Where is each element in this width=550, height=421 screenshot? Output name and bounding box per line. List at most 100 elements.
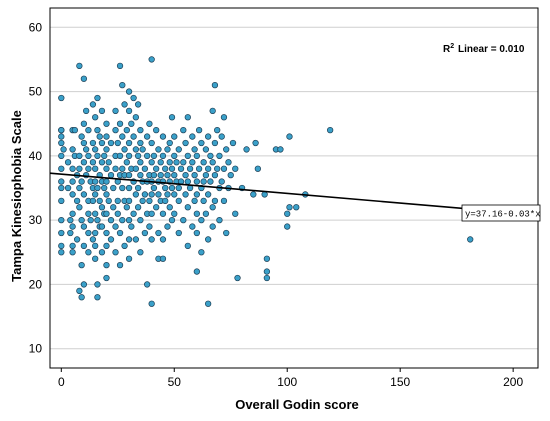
data-point: [146, 120, 153, 127]
data-point: [207, 152, 214, 160]
y-tick-labels: 10 20 30 40 50 60: [29, 20, 43, 355]
data-point: [94, 94, 101, 102]
data-point: [98, 159, 106, 166]
data-point: [229, 139, 237, 147]
data-point: [186, 165, 194, 172]
data-point: [134, 204, 142, 211]
data-point: [137, 249, 144, 256]
data-point: [168, 114, 176, 121]
data-point: [82, 146, 90, 153]
data-point: [198, 216, 205, 224]
data-point: [211, 139, 219, 147]
data-point: [139, 146, 146, 153]
data-point: [103, 242, 110, 250]
data-point: [112, 249, 119, 256]
data-point: [114, 197, 121, 205]
data-point: [101, 184, 108, 192]
data-point: [85, 165, 92, 172]
data-point: [232, 210, 239, 217]
data-point: [119, 184, 126, 192]
data-point: [157, 171, 164, 179]
data-point: [58, 249, 65, 256]
data-point: [191, 171, 198, 179]
data-point: [92, 146, 99, 153]
data-point: [191, 197, 198, 205]
data-point: [175, 146, 182, 153]
data-point: [76, 204, 83, 211]
data-point: [58, 229, 65, 237]
data-point: [60, 146, 67, 153]
x-tick-label: 0: [58, 375, 65, 389]
data-point: [110, 204, 117, 211]
y-tick-label: 20: [29, 277, 43, 291]
data-point: [107, 171, 115, 179]
data-point: [92, 255, 99, 262]
data-point: [148, 210, 155, 217]
data-point: [193, 152, 201, 160]
data-point: [214, 126, 221, 134]
data-point: [286, 133, 293, 140]
data-point: [103, 120, 110, 127]
data-point: [107, 139, 115, 147]
data-point: [166, 159, 173, 166]
data-point: [467, 236, 474, 243]
data-point: [98, 249, 106, 256]
data-point: [76, 152, 83, 160]
data-point: [80, 191, 88, 198]
data-point: [92, 165, 99, 172]
y-tick-label: 50: [29, 85, 43, 99]
plot-frame: [49, 7, 539, 369]
data-point: [80, 281, 88, 288]
data-point: [189, 223, 196, 230]
data-point: [80, 120, 88, 127]
data-point: [87, 216, 94, 224]
data-point: [234, 274, 241, 282]
x-tick-label: 100: [277, 375, 297, 389]
data-point: [218, 178, 225, 185]
data-point: [125, 152, 133, 160]
data-point: [148, 300, 155, 307]
data-point: [132, 191, 140, 198]
x-tick-labels: 0 50 100 150 200: [58, 368, 523, 389]
data-point: [204, 165, 212, 172]
data-point: [125, 171, 133, 179]
data-point: [121, 146, 128, 153]
data-point: [125, 139, 133, 147]
data-point: [202, 146, 210, 153]
data-point: [168, 216, 176, 224]
data-point: [191, 146, 198, 153]
data-point: [58, 184, 65, 192]
data-point: [96, 133, 103, 140]
data-point: [277, 146, 284, 153]
data-point: [123, 126, 130, 134]
data-point: [116, 152, 124, 160]
data-point: [164, 146, 171, 153]
data-point: [148, 191, 155, 198]
data-point: [284, 210, 291, 217]
data-point: [67, 229, 74, 237]
data-point: [263, 255, 271, 262]
r2-annotation: R2 Linear = 0.010: [443, 43, 525, 55]
data-point: [82, 107, 90, 115]
data-point: [58, 178, 65, 185]
data-point: [119, 133, 126, 140]
data-point: [110, 184, 117, 192]
data-point: [184, 242, 191, 250]
data-point: [125, 197, 133, 205]
data-point: [164, 223, 171, 230]
data-point: [184, 114, 191, 121]
data-point: [182, 171, 189, 179]
data-point: [189, 133, 196, 140]
data-point: [195, 126, 203, 134]
data-point: [150, 184, 158, 192]
data-point: [114, 210, 121, 217]
data-point: [92, 178, 99, 185]
data-point: [89, 101, 97, 108]
data-point: [200, 178, 207, 185]
data-point: [286, 204, 293, 211]
data-point: [64, 159, 72, 166]
data-point: [209, 159, 216, 166]
data-point: [58, 165, 65, 172]
data-point: [200, 159, 207, 166]
data-point: [223, 229, 230, 237]
